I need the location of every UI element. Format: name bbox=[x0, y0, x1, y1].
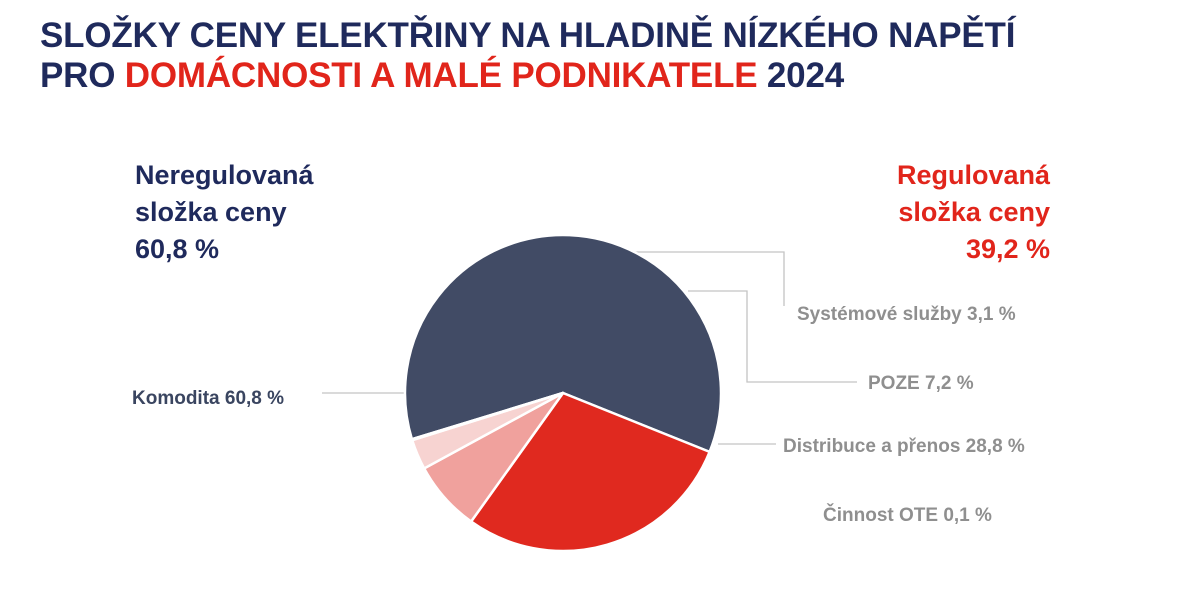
pie-slice-cinnost-ote bbox=[410, 391, 565, 442]
unregulated-group-label: Neregulovaná složka ceny 60,8 % bbox=[135, 157, 314, 268]
slice-label-poze: POZE 7,2 % bbox=[868, 373, 974, 394]
slice-label-komodita: Komodita 60,8 % bbox=[132, 388, 285, 409]
regulated-group-label: Regulovaná složka ceny 39,2 % bbox=[897, 157, 1050, 268]
title-highlight: DOMÁCNOSTI A MALÉ PODNIKATELE bbox=[124, 56, 758, 95]
unregulated-line1: Neregulovaná bbox=[135, 160, 314, 190]
leader-lines bbox=[322, 251, 857, 445]
unregulated-value: 60,8 % bbox=[135, 234, 220, 264]
title-line-1: SLOŽKY CENY ELEKTŘINY NA HLADINĚ NÍZKÉHO… bbox=[40, 16, 1016, 55]
slice-label-systemove-sluzby: Systémové služby 3,1 % bbox=[797, 304, 1016, 325]
leader-line-poze bbox=[688, 290, 857, 383]
leader-line-systemove-sluzby bbox=[632, 251, 785, 306]
regulated-value: 39,2 % bbox=[965, 234, 1050, 264]
pie-slice-distribuce-a-prenos bbox=[469, 391, 711, 553]
pie-slices bbox=[403, 233, 723, 553]
regulated-line2: složka ceny bbox=[898, 197, 1050, 227]
slice-label-cinnost-ote: Činnost OTE 0,1 % bbox=[823, 505, 992, 526]
slice-label-distribuce: Distribuce a přenos 28,8 % bbox=[783, 436, 1025, 457]
title-prefix: PRO bbox=[40, 56, 125, 95]
title-year: 2024 bbox=[757, 56, 844, 95]
title-line-2: PRO DOMÁCNOSTI A MALÉ PODNIKATELE 2024 bbox=[40, 56, 844, 96]
unregulated-line2: složka ceny bbox=[135, 197, 287, 227]
pie-slice-komodita bbox=[403, 233, 723, 454]
regulated-line1: Regulovaná bbox=[896, 160, 1050, 190]
